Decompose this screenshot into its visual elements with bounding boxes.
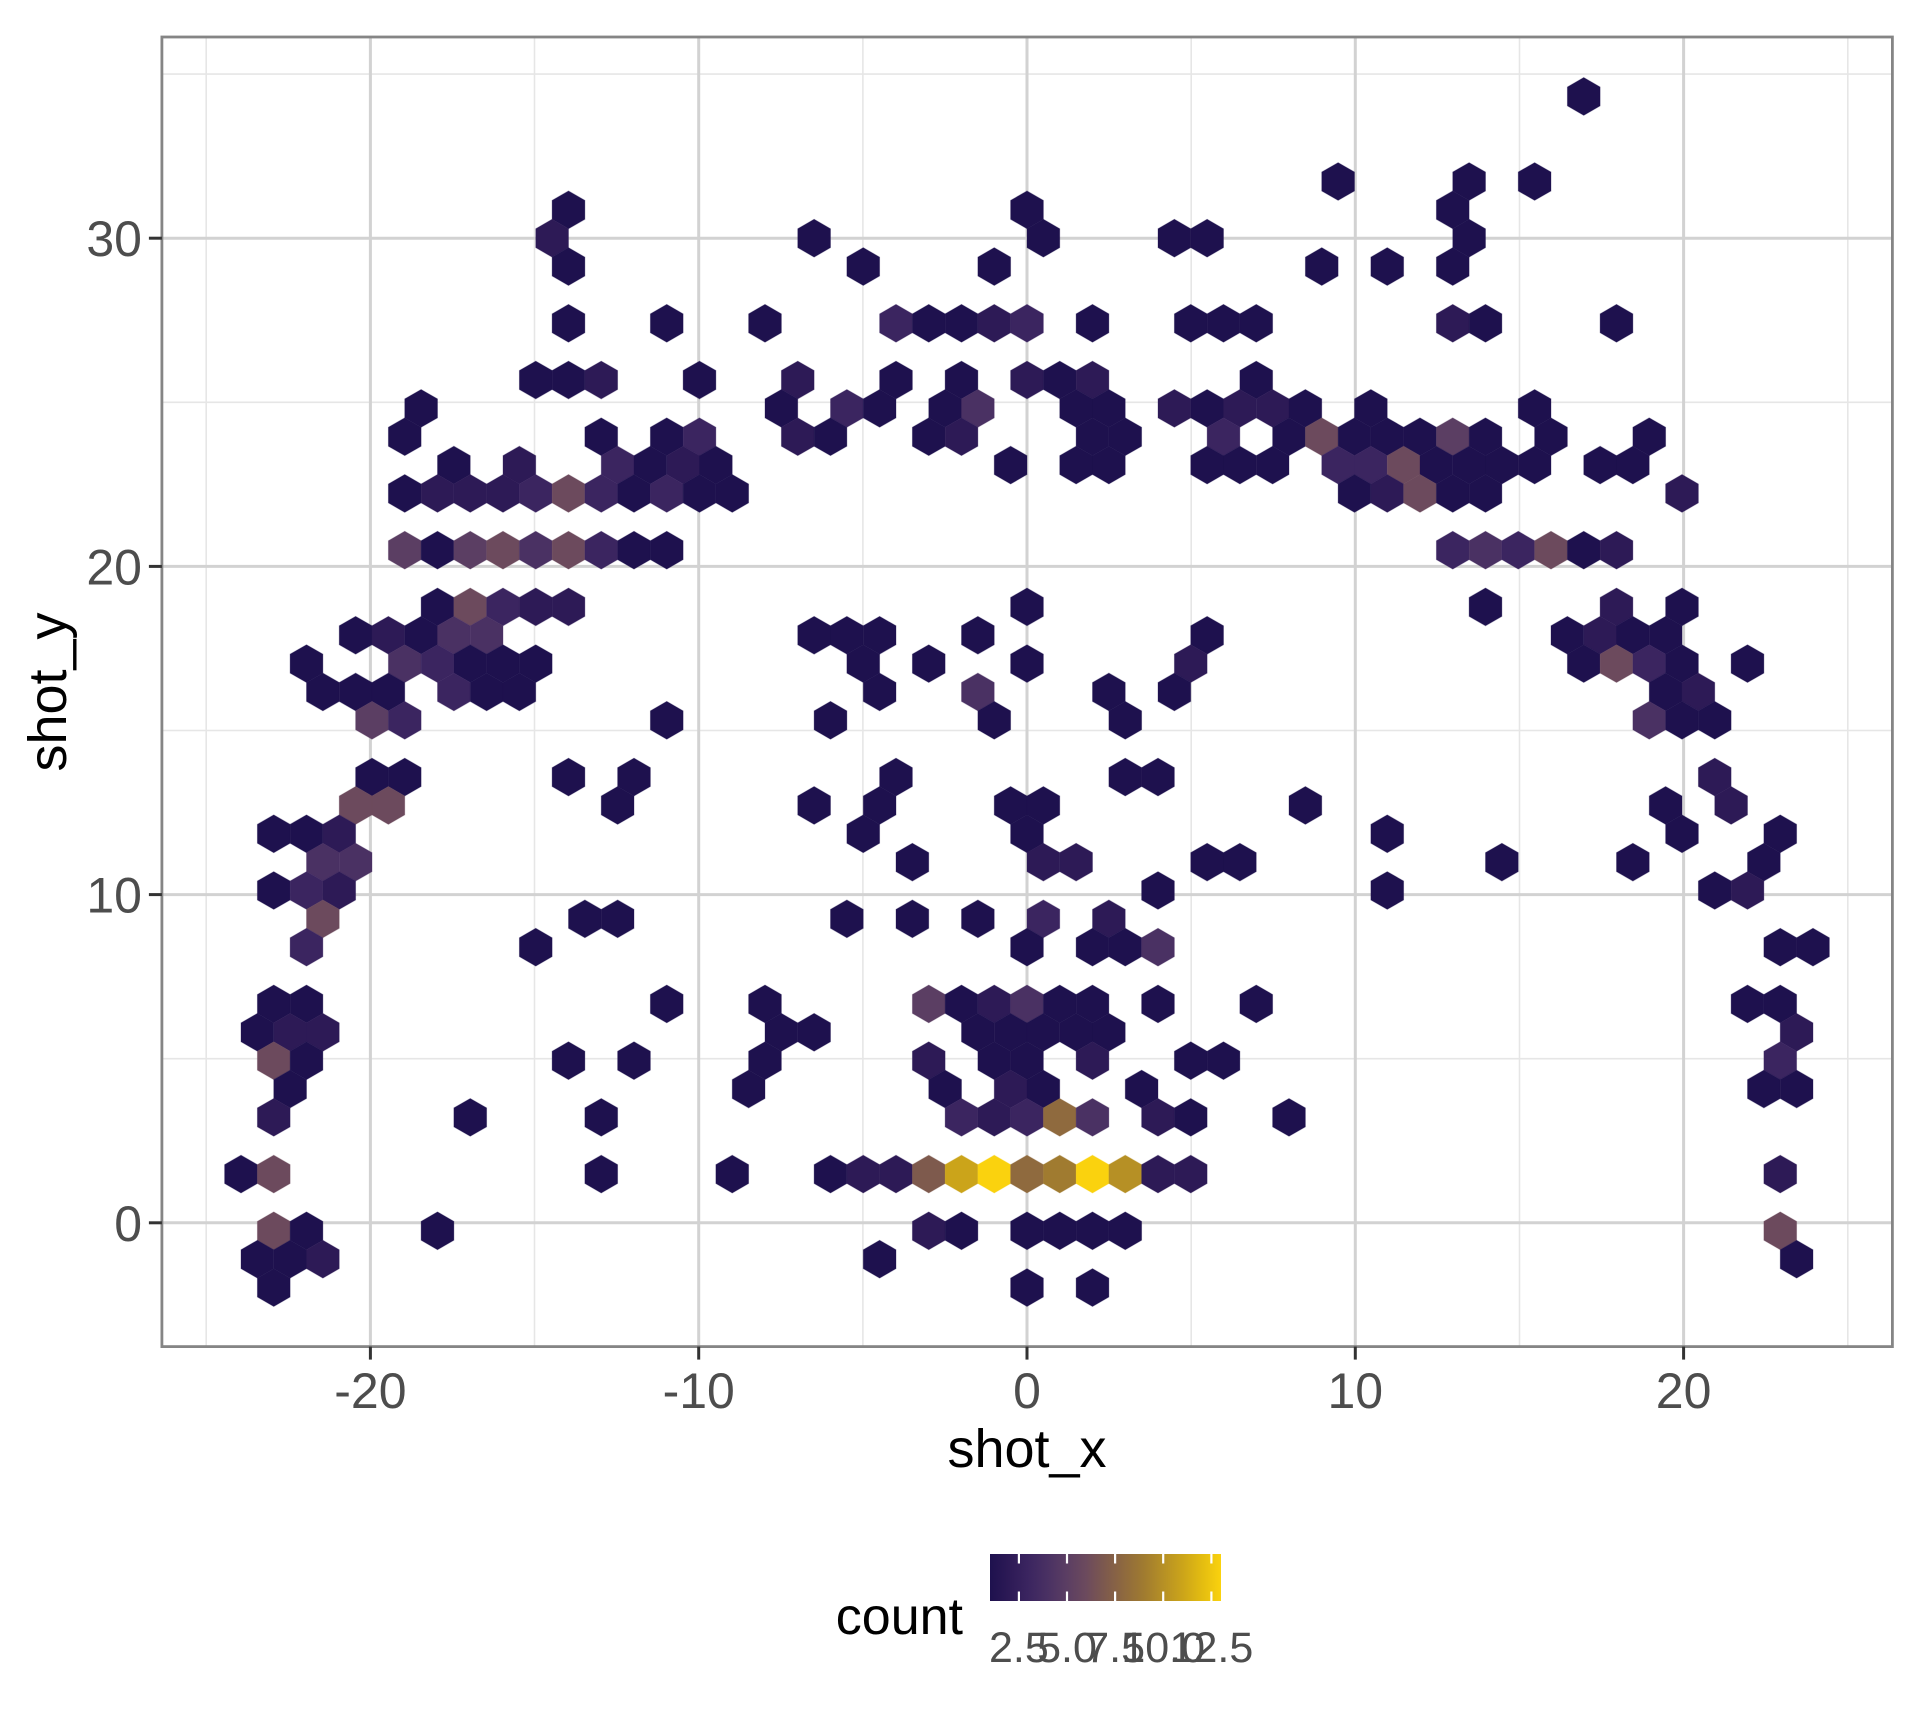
svg-text:30: 30 [86,211,142,267]
svg-text:10: 10 [1327,1363,1383,1419]
svg-text:0: 0 [114,1196,142,1252]
svg-text:shot_y: shot_y [18,612,78,771]
svg-text:0: 0 [1013,1363,1041,1419]
svg-text:20: 20 [1656,1363,1712,1419]
svg-text:10.0: 10.0 [1121,1624,1205,1672]
svg-text:20: 20 [86,539,142,595]
svg-text:-20: -20 [334,1363,406,1419]
svg-text:-10: -10 [663,1363,735,1419]
svg-text:count: count [836,1588,964,1646]
svg-text:2.5: 2.5 [989,1624,1049,1672]
svg-text:7.5: 7.5 [1085,1624,1145,1672]
svg-text:5.0: 5.0 [1037,1624,1097,1672]
svg-text:10: 10 [86,868,142,924]
svg-text:12.5: 12.5 [1170,1624,1254,1672]
svg-text:shot_x: shot_x [947,1419,1106,1479]
